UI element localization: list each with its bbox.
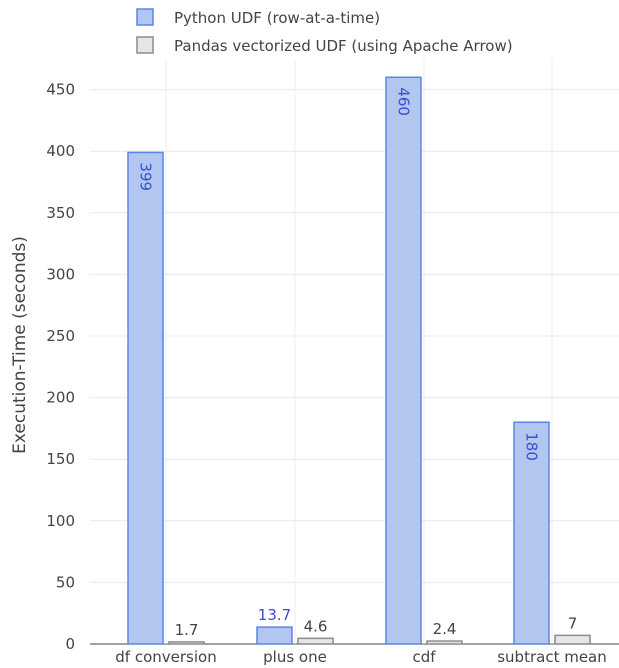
bar-pandas-udf-0: [168, 641, 205, 645]
grid-lines: [90, 60, 619, 645]
y-tick-label: 200: [46, 389, 75, 407]
x-tick-label: cdf: [412, 648, 436, 666]
legend-swatch: [136, 36, 154, 54]
y-tick-label: 450: [46, 81, 75, 99]
bar-python-udf-0: [127, 151, 164, 645]
legend-entry: Python UDF (row-at-a-time): [174, 9, 380, 27]
bar-python-udf-1: [256, 626, 293, 645]
bar-python-udf-2: [385, 76, 422, 645]
value-label: 7: [568, 614, 578, 632]
value-label: 180: [522, 432, 540, 461]
value-label: 13.7: [258, 606, 291, 624]
bar-pandas-udf-3: [554, 634, 591, 645]
value-label: 1.7: [175, 621, 199, 639]
x-tick-label: subtract mean: [497, 648, 607, 666]
value-label: 399: [136, 162, 154, 191]
y-tick-label: 250: [46, 327, 75, 345]
x-tick-label: plus one: [263, 648, 327, 666]
legend: Python UDF (row-at-a-time) Pandas vectori…: [136, 8, 513, 55]
y-axis-label: Execution-Time (seconds): [10, 236, 30, 454]
y-tick-label: 50: [56, 573, 75, 591]
x-tick-label: df conversion: [115, 648, 216, 666]
value-label: 460: [394, 87, 412, 116]
y-tick-label: 350: [46, 204, 75, 222]
y-tick-label: 300: [46, 265, 75, 283]
y-tick-label: 400: [46, 142, 75, 160]
y-axis-ticks: 0 50 100 150 200 250 300 350 400 450: [46, 81, 75, 653]
bar-pandas-udf-1: [297, 637, 334, 645]
y-tick-label: 150: [46, 450, 75, 468]
y-tick-label: 100: [46, 512, 75, 530]
legend-swatch: [136, 8, 154, 26]
value-label: 2.4: [433, 620, 457, 638]
value-labels: 399 1.7 13.7 4.6 460 2.4 180 7: [136, 87, 577, 639]
value-label: 4.6: [304, 617, 328, 635]
bar-python-udf-3: [513, 421, 550, 645]
bar-pandas-udf-2: [426, 640, 463, 645]
legend-entry: Pandas vectorized UDF (using Apache Arro…: [174, 37, 513, 55]
y-tick-label: 0: [65, 635, 75, 653]
bars: [127, 76, 591, 645]
x-axis-categories: df conversion plus one cdf subtract mean: [115, 648, 606, 666]
